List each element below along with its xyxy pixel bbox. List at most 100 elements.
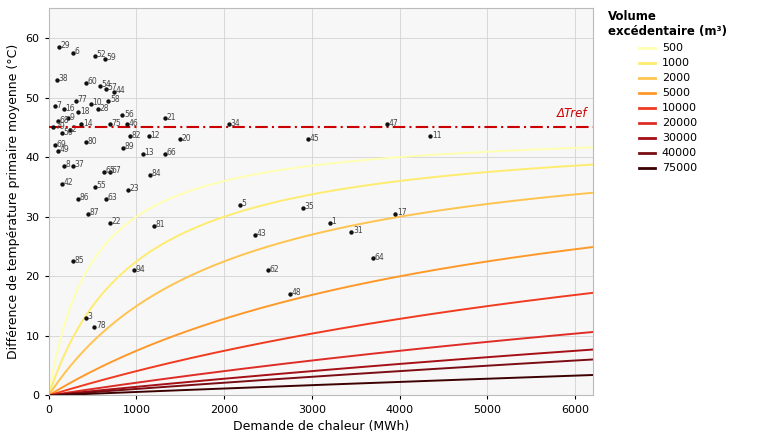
Text: 35: 35	[305, 202, 315, 211]
Point	[345, 228, 357, 235]
Point	[98, 169, 110, 176]
Point	[174, 136, 186, 143]
Text: 7: 7	[56, 101, 62, 110]
Point	[75, 121, 87, 128]
Text: 77: 77	[78, 95, 87, 104]
Point	[381, 121, 393, 128]
Point	[89, 183, 101, 191]
Y-axis label: Différence de température primaire moyenne (°C): Différence de température primaire moyen…	[7, 44, 20, 359]
Text: 80: 80	[87, 136, 97, 146]
Text: 94: 94	[135, 264, 145, 274]
Point	[104, 219, 116, 226]
Point	[49, 103, 61, 110]
Text: 14: 14	[83, 119, 92, 128]
Point	[249, 231, 261, 238]
Legend: 500, 1000, 2000, 5000, 10000, 20000, 30000, 40000, 75000: 500, 1000, 2000, 5000, 10000, 20000, 300…	[603, 6, 732, 178]
Point	[64, 127, 76, 134]
Text: 64: 64	[375, 253, 385, 262]
Point	[121, 121, 133, 128]
Text: 12: 12	[150, 131, 160, 139]
Point	[124, 133, 136, 140]
Point	[262, 267, 274, 274]
Point	[56, 130, 68, 137]
Point	[100, 85, 112, 92]
Point	[51, 76, 63, 83]
Text: 8: 8	[65, 160, 71, 169]
Text: 58: 58	[110, 95, 119, 104]
Point	[367, 255, 379, 262]
Point	[62, 115, 74, 122]
Point	[103, 97, 115, 104]
Text: 6: 6	[74, 47, 80, 56]
Point	[144, 172, 156, 179]
Text: 65: 65	[106, 166, 116, 175]
Point	[234, 201, 246, 208]
Point	[137, 150, 149, 158]
Text: 84: 84	[151, 169, 161, 178]
Point	[117, 145, 129, 152]
Text: 21: 21	[166, 113, 176, 122]
Text: 42: 42	[64, 178, 74, 187]
Point	[80, 139, 92, 146]
Point	[82, 210, 94, 217]
Text: 69: 69	[56, 139, 66, 149]
Point	[100, 195, 112, 202]
Point	[143, 133, 155, 140]
Text: 81: 81	[156, 220, 165, 229]
Text: 38: 38	[59, 74, 68, 83]
X-axis label: Demande de chaleur (MWh): Demande de chaleur (MWh)	[233, 420, 409, 433]
Point	[128, 267, 140, 274]
Point	[52, 148, 64, 155]
Text: 1: 1	[331, 217, 336, 226]
Point	[324, 219, 336, 226]
Point	[81, 79, 93, 86]
Text: 57: 57	[108, 83, 118, 92]
Text: 79: 79	[55, 121, 65, 131]
Point	[122, 187, 134, 194]
Text: 62: 62	[270, 264, 279, 274]
Text: 17: 17	[397, 208, 407, 217]
Text: 59: 59	[106, 53, 116, 62]
Text: 82: 82	[131, 131, 141, 139]
Point	[160, 150, 172, 158]
Text: ΔTref: ΔTref	[557, 107, 587, 120]
Text: 11: 11	[432, 131, 442, 139]
Text: 56: 56	[124, 110, 134, 119]
Text: 86: 86	[79, 193, 89, 202]
Point	[302, 136, 314, 143]
Point	[89, 52, 101, 59]
Point	[297, 204, 309, 211]
Text: 2: 2	[71, 125, 77, 134]
Text: 23: 23	[129, 184, 139, 193]
Point	[67, 49, 79, 56]
Text: 47: 47	[388, 119, 398, 128]
Point	[88, 323, 100, 330]
Point	[58, 162, 70, 169]
Point	[93, 82, 106, 89]
Text: 9: 9	[70, 113, 74, 122]
Text: 28: 28	[100, 104, 109, 113]
Point	[49, 142, 61, 149]
Text: 67: 67	[112, 166, 122, 175]
Point	[71, 195, 84, 202]
Text: 50: 50	[64, 128, 74, 136]
Text: 60: 60	[88, 77, 98, 86]
Point	[158, 115, 170, 122]
Text: 10: 10	[93, 98, 102, 107]
Text: 13: 13	[144, 148, 154, 158]
Text: 55: 55	[97, 181, 106, 190]
Text: 87: 87	[90, 208, 100, 217]
Text: 66: 66	[167, 148, 177, 158]
Text: 49: 49	[59, 146, 69, 154]
Text: 3: 3	[87, 312, 92, 321]
Point	[99, 55, 111, 62]
Text: 68: 68	[60, 116, 69, 125]
Point	[148, 222, 160, 229]
Point	[92, 106, 104, 113]
Text: 44: 44	[116, 86, 125, 95]
Point	[223, 121, 235, 128]
Text: 37: 37	[74, 160, 84, 169]
Text: 75: 75	[112, 119, 122, 128]
Text: 52: 52	[97, 50, 106, 59]
Point	[84, 100, 97, 107]
